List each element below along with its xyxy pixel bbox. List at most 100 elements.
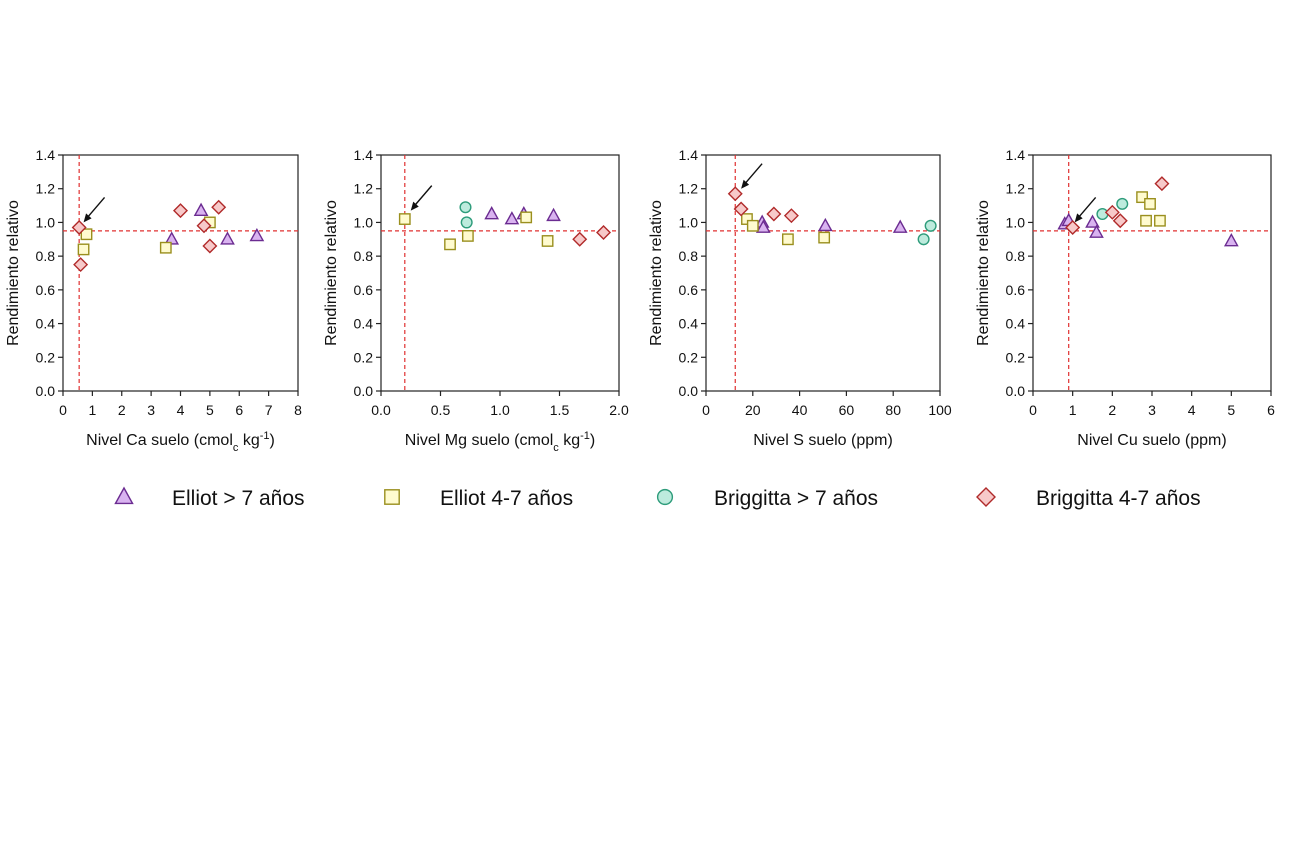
y-tick-label: 0.2 [36, 349, 56, 365]
x-tick-label: 1.5 [550, 402, 570, 418]
x-tick-label: 6 [235, 402, 243, 418]
data-point-elliot-4-7-a-os [159, 241, 172, 254]
y-tick-label: 1.0 [354, 214, 374, 230]
x-tick-label: 40 [792, 402, 808, 418]
arrow-annotation [83, 196, 106, 223]
y-tick-label: 0.4 [679, 316, 699, 332]
data-point-elliot-4-7-a-os [1154, 214, 1166, 227]
chart-panel-2: 0.0 0.2 0.4 0.6 0.8 1.0 1.2 1.4 0.0 0.5 1.0 1.5 2.0 R… [323, 147, 629, 454]
legend-item-elliot-7-a-os: Elliot > 7 años [114, 486, 305, 510]
x-axis-title: Nivel Ca suelo (cmolc kg-1) [86, 430, 275, 454]
data-point-briggitta-4-7-a-os [211, 199, 227, 215]
x-tick-label: 3 [147, 402, 155, 418]
data-point-briggitta-4-7-a-os [596, 225, 612, 241]
legend: Elliot > 7 años Elliot 4-7 años Briggitta … [114, 486, 1201, 510]
legend-label: Elliot 4-7 años [440, 487, 573, 510]
y-axis-title: Rendimiento relativo [5, 200, 22, 346]
data-point-briggitta-4-7-a-os [733, 201, 749, 217]
x-tick-label: 6 [1267, 402, 1275, 418]
y-tick-label: 0.6 [1006, 282, 1026, 298]
x-tick-label: 2 [1108, 402, 1116, 418]
y-tick-label: 0.6 [36, 282, 56, 298]
arrow-annotation [741, 163, 763, 189]
y-tick-label: 0.6 [679, 282, 699, 298]
x-tick-label: 4 [177, 402, 185, 418]
data-point-briggitta-7-a-os [459, 201, 472, 214]
data-point-briggitta-4-7-a-os [783, 208, 799, 224]
y-tick-label: 0.8 [679, 248, 699, 264]
plot-frame [380, 154, 620, 392]
x-tick-label: 3 [1148, 402, 1156, 418]
x-tick-label: 1.0 [490, 402, 510, 418]
y-tick-label: 1.4 [679, 147, 699, 163]
legend-label: Briggitta > 7 años [714, 487, 878, 510]
data-point-elliot-4-7-a-os [444, 238, 456, 251]
x-axis-title: Nivel Mg suelo (cmolc kg-1) [405, 430, 595, 454]
y-tick-label: 1.2 [354, 181, 374, 197]
data-point-briggitta-4-7-a-os [71, 219, 87, 235]
y-axis-title: Rendimiento relativo [323, 200, 340, 346]
data-point-elliot-4-7-a-os [746, 219, 759, 232]
x-tick-label: 7 [265, 402, 273, 418]
arrow-head [741, 179, 750, 189]
x-tick-label: 80 [885, 402, 901, 418]
data-point-elliot-7-a-os [546, 207, 561, 222]
data-point-briggitta-4-7-a-os [1112, 213, 1128, 229]
data-point-elliot-4-7-a-os [1140, 214, 1152, 227]
data-point-elliot-4-7-a-os [782, 233, 794, 246]
y-tick-label: 1.0 [1006, 214, 1026, 230]
legend-item-briggitta-4-7-a-os: Briggitta 4-7 años [976, 487, 1201, 510]
y-tick-label: 0.8 [36, 248, 56, 264]
chart-panel-4: 0.0 0.2 0.4 0.6 0.8 1.0 1.2 1.4 0 1 2 3 4 5 6 Rendimien… [975, 147, 1275, 449]
legend-label: Elliot > 7 años [172, 487, 305, 510]
data-point-briggitta-7-a-os [1116, 197, 1129, 210]
legend-item-elliot-4-7-a-os: Elliot 4-7 años [384, 487, 573, 510]
y-tick-label: 0.2 [354, 349, 374, 365]
x-tick-label: 0 [702, 402, 710, 418]
data-point-elliot-7-a-os [484, 206, 500, 220]
y-tick-label: 0.8 [1006, 248, 1026, 264]
x-tick-label: 0.5 [431, 402, 451, 418]
x-tick-label: 4 [1188, 402, 1196, 418]
y-axis-title: Rendimiento relativo [975, 200, 992, 346]
data-point-elliot-7-a-os [1223, 233, 1239, 247]
y-tick-label: 0.2 [1006, 349, 1026, 365]
data-point-elliot-7-a-os [504, 211, 520, 225]
data-point-briggitta-4-7-a-os [202, 238, 218, 254]
y-axis-title: Rendimiento relativo [648, 200, 665, 346]
plot-frame [705, 154, 941, 392]
plot-frame [62, 154, 299, 392]
x-axis-title: Nivel S suelo (ppm) [753, 432, 893, 449]
arrow-shaft [743, 163, 763, 186]
arrow-annotation [1074, 196, 1097, 223]
y-tick-label: 0.0 [1006, 383, 1026, 399]
x-tick-label: 1 [88, 402, 96, 418]
data-point-briggitta-4-7-a-os [727, 186, 743, 202]
x-tick-label: 0 [1029, 402, 1037, 418]
y-tick-label: 0.4 [354, 316, 374, 332]
data-point-briggitta-4-7-a-os [766, 206, 782, 222]
y-tick-label: 0.4 [36, 316, 56, 332]
x-tick-label: 8 [294, 402, 302, 418]
y-tick-label: 1.4 [36, 147, 56, 163]
x-tick-label: 5 [206, 402, 214, 418]
data-point-briggitta-7-a-os [924, 219, 937, 232]
x-tick-label: 100 [928, 402, 952, 418]
data-point-briggitta-4-7-a-os [1104, 204, 1120, 220]
data-point-elliot-7-a-os [892, 219, 908, 233]
data-point-briggitta-4-7-a-os [1154, 176, 1170, 192]
data-point-briggitta-4-7-a-os [572, 231, 588, 247]
arrow-head [1074, 213, 1083, 223]
y-tick-label: 0.0 [679, 383, 699, 399]
data-point-elliot-4-7-a-os [818, 231, 831, 244]
x-tick-label: 2 [118, 402, 126, 418]
legend-marker [976, 487, 996, 507]
y-tick-label: 1.4 [354, 147, 374, 163]
data-point-elliot-4-7-a-os [461, 230, 474, 242]
data-point-elliot-7-a-os [249, 227, 265, 242]
data-point-elliot-7-a-os [817, 217, 833, 232]
data-point-elliot-4-7-a-os [541, 235, 554, 247]
arrow-shaft [86, 196, 106, 219]
data-point-elliot-4-7-a-os [1144, 197, 1156, 210]
